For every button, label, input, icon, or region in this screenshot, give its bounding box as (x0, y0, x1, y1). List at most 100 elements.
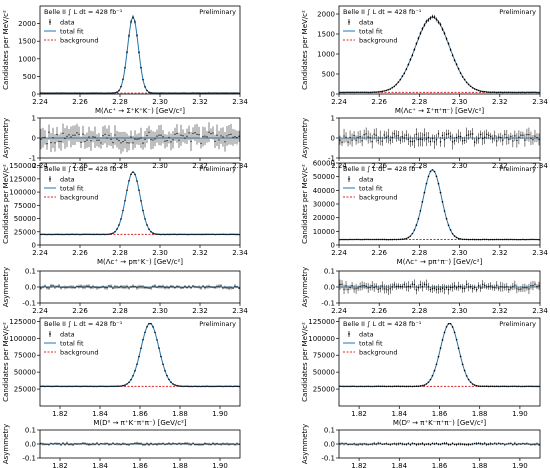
asym-x-tick-label: 2.30 (152, 162, 168, 170)
asym-data-point (477, 442, 480, 444)
data-point (126, 51, 128, 53)
asym-data-point (208, 285, 210, 288)
data-point (124, 199, 126, 202)
data-point (100, 385, 102, 388)
asym-data-point (82, 133, 84, 135)
asym-data-point (162, 285, 164, 288)
data-point (158, 233, 160, 236)
data-point (423, 384, 426, 386)
asym-data-point (178, 442, 180, 445)
data-point (405, 68, 408, 70)
data-point (506, 385, 508, 388)
data-point (375, 385, 377, 388)
x-tick-label: 2.26 (371, 98, 387, 106)
belle-label: Belle II ∫ L dt = 428 fb⁻¹ (343, 165, 422, 173)
asym-data-point (234, 136, 236, 138)
data-point (144, 331, 146, 334)
asym-data-point (405, 286, 408, 288)
data-point (84, 92, 86, 95)
asym-data-point (116, 138, 118, 140)
asym-data-point (494, 442, 496, 444)
asym-data-point (132, 285, 134, 287)
data-point (339, 385, 341, 388)
asym-data-point (152, 443, 154, 446)
data-point (142, 209, 144, 212)
legend-background-label: background (60, 194, 98, 202)
asym-data-point (538, 285, 540, 287)
asym-data-point (341, 442, 343, 444)
asym-data-point (158, 134, 160, 136)
data-point (431, 15, 434, 18)
asym-data-point (522, 134, 524, 136)
data-point (204, 92, 206, 94)
asym-data-point (118, 443, 120, 445)
data-point (160, 355, 162, 358)
data-point (168, 378, 170, 381)
asym-data-point (443, 442, 446, 444)
data-point (500, 91, 502, 94)
asym-data-point (88, 443, 90, 446)
data-point (118, 89, 120, 92)
asym-data-point (510, 287, 512, 289)
data-point (465, 238, 468, 241)
data-point (447, 323, 450, 325)
asym-data-point (465, 444, 468, 446)
data-point (84, 233, 86, 236)
belle-label: Belle II ∫ L dt = 428 fb⁻¹ (44, 165, 123, 173)
asym-data-point (124, 443, 126, 445)
asym-data-point (429, 288, 432, 291)
asym-data-point (180, 443, 182, 445)
asym-data-point (500, 285, 502, 288)
data-point (156, 92, 158, 94)
asym-data-point (76, 443, 78, 445)
x-tick-label: 2.28 (112, 249, 128, 257)
data-point (421, 384, 424, 387)
asym-data-point (389, 443, 391, 446)
data-point (347, 91, 349, 94)
data-point (172, 92, 174, 94)
asym-data-point (72, 444, 74, 446)
data-point (524, 385, 526, 388)
data-point (94, 233, 96, 236)
data-point (534, 238, 536, 241)
asym-data-point (226, 135, 228, 137)
data-point (351, 238, 353, 241)
asym-data-point (118, 286, 120, 289)
asym-data-point (413, 442, 416, 445)
data-point (405, 385, 408, 388)
data-point (158, 347, 160, 349)
asym-data-point (96, 139, 98, 141)
data-point (96, 92, 98, 94)
x-tick-label: 2.30 (152, 98, 168, 106)
asym-data-point (339, 443, 341, 445)
data-point (497, 238, 500, 241)
asym-data-point (473, 141, 476, 143)
data-point (433, 16, 436, 18)
data-point (475, 384, 478, 387)
asym-x-tick-label: 2.32 (492, 307, 508, 315)
data-point (526, 385, 528, 388)
asym-data-point (415, 133, 418, 136)
data-point (463, 369, 466, 372)
asym-data-point (469, 133, 472, 135)
data-point (363, 238, 365, 241)
asym-data-point (510, 135, 512, 138)
asym-data-point (469, 443, 472, 446)
asym-data-point (375, 443, 377, 445)
asym-data-point (60, 287, 62, 289)
legend-data-dot (49, 21, 51, 23)
data-point (228, 385, 230, 388)
asym-data-point (230, 133, 232, 136)
data-point (136, 34, 138, 37)
asym-data-point (42, 286, 44, 288)
data-point (516, 238, 518, 241)
data-point (385, 238, 388, 241)
data-point (218, 233, 220, 236)
data-point (403, 72, 406, 75)
asym-x-tick-label: 2.24 (331, 307, 347, 315)
asym-data-point (166, 443, 168, 445)
asym-data-point (467, 134, 470, 136)
asym-data-point (381, 285, 383, 287)
asym-data-point (391, 443, 393, 445)
y-axis-label: Candidates per MeV/c² (301, 10, 309, 90)
